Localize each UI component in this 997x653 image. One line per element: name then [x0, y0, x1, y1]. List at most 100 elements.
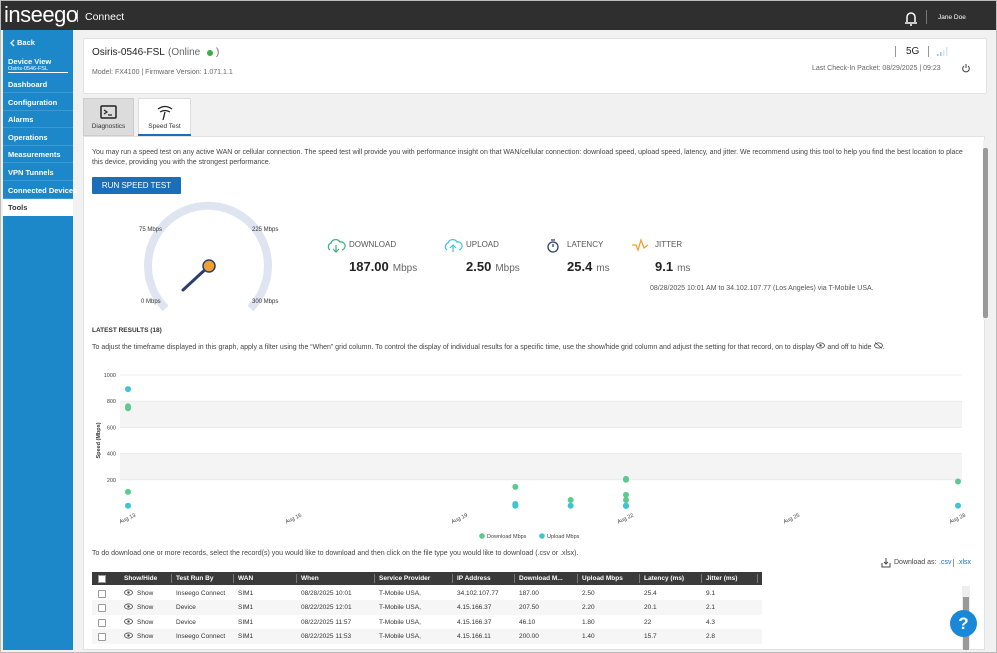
y-axis-title: Speed (Mbps) — [96, 422, 102, 458]
table-cell: SIM1 — [238, 618, 254, 626]
unit: ms — [596, 263, 610, 274]
table-row — [92, 600, 762, 615]
table-cell[interactable]: Show — [137, 618, 154, 626]
nav-item[interactable]: Dashboard — [3, 76, 73, 93]
table-cell: 08/28/2025 10:01 — [301, 590, 352, 597]
nav-item[interactable]: Operations — [3, 129, 73, 146]
download-file-icon[interactable] — [881, 558, 891, 568]
download-as: Download as: — [894, 559, 937, 566]
scroll-thumb[interactable] — [983, 148, 988, 318]
checkbox[interactable] — [98, 590, 106, 598]
data-point — [623, 491, 629, 498]
unit: Mbps — [392, 263, 418, 274]
eye-icon[interactable] — [124, 618, 133, 625]
online-dot — [207, 50, 213, 56]
table-cell: 08/22/2025 11:53 — [301, 633, 352, 641]
tab[interactable] — [83, 98, 134, 136]
column-divider — [514, 574, 515, 583]
data-point — [125, 502, 131, 509]
table-cell[interactable]: Show — [137, 590, 154, 597]
bell-icon[interactable] — [905, 12, 917, 26]
metric-value: 25.4 ms — [567, 258, 610, 276]
device-view: Device View — [8, 57, 52, 66]
nav-item[interactable]: Configuration — [3, 94, 73, 111]
table-cell: SIM1 — [238, 633, 254, 641]
data-point — [955, 502, 961, 509]
table-cell: 2.50 — [582, 590, 595, 597]
column-header[interactable]: WAN — [238, 575, 254, 582]
data-point — [567, 502, 574, 509]
checkbox[interactable] — [98, 575, 106, 583]
column-header[interactable]: Upload Mbps — [582, 575, 623, 582]
jitter-icon — [632, 237, 649, 252]
column-header[interactable]: Latency (ms) — [644, 575, 685, 582]
eye-icon[interactable] — [124, 603, 133, 610]
results-table: Show/Hide Test Run By WAN When Service Provi… — [92, 572, 962, 650]
run-button[interactable]: RUN SPEED TEST — [92, 177, 181, 194]
table-cell: T-Mobile USA, — [379, 618, 421, 626]
gauge-label: 300 Mbps — [252, 299, 279, 305]
gauge-label: 0 Mbps — [141, 299, 161, 305]
data-point — [125, 488, 131, 495]
nav-item[interactable]: VPN Tunnels — [3, 164, 73, 181]
value: 9.1 — [655, 259, 674, 274]
table-cell: Device — [176, 604, 196, 612]
tab-label[interactable]: Diagnostics — [91, 123, 126, 130]
data-point — [623, 496, 629, 503]
table-row — [92, 586, 762, 601]
text: and off to hide — [827, 344, 872, 351]
eye-outline — [124, 589, 133, 596]
column-header[interactable]: IP Address — [457, 575, 491, 582]
column-header[interactable]: Show/Hide — [124, 575, 158, 582]
column-header[interactable]: When — [301, 575, 319, 582]
eye-icon — [816, 342, 826, 349]
back-icon[interactable] — [10, 39, 15, 47]
separator — [926, 10, 927, 24]
table-cell: 1.80 — [582, 618, 595, 626]
separator — [895, 46, 896, 57]
column-header[interactable]: Jitter (ms) — [706, 575, 738, 582]
nav-item[interactable]: Alarms — [3, 111, 73, 129]
checkbox[interactable] — [98, 604, 106, 613]
eye-off-icon — [873, 342, 883, 349]
download-csv[interactable]: .csv — [939, 559, 952, 566]
eye-icon[interactable] — [124, 589, 133, 596]
eye-icon[interactable] — [124, 632, 133, 639]
column-header[interactable]: Download M... — [519, 575, 563, 582]
table-cell[interactable]: Show — [137, 604, 154, 612]
product: Connect — [85, 11, 125, 23]
table-cell: T-Mobile USA, — [379, 633, 421, 641]
table-cell[interactable]: Show — [137, 633, 154, 641]
check-in: Last Check-In Packet: 08/29/2025 | 09:23 — [812, 65, 941, 72]
data-point — [125, 403, 131, 410]
table-cell: 9.1 — [706, 590, 716, 597]
nav-item[interactable]: Tools — [3, 199, 73, 217]
nav-item[interactable]: Measurements — [3, 146, 73, 164]
eye-outline — [124, 632, 133, 639]
help-button[interactable]: ? — [950, 610, 977, 637]
back-link[interactable]: Back — [17, 38, 35, 47]
y-tick-label: 1000 — [104, 373, 116, 379]
table-cell: Inseego Connect — [176, 590, 226, 597]
column-divider — [296, 574, 297, 583]
column-header[interactable]: Service Provider — [379, 575, 431, 582]
power-icon[interactable] — [962, 64, 970, 73]
table-cell: 4.15.166.37 — [457, 618, 492, 626]
table-cell: 187.00 — [519, 590, 539, 597]
column-header[interactable]: Test Run By — [176, 575, 214, 582]
brand[interactable]: inseego — [4, 2, 78, 27]
download-xlsx[interactable]: .xlsx — [957, 559, 971, 566]
x-tick-label: Aug 28 — [948, 513, 966, 526]
user-menu[interactable]: Jane Doe — [938, 14, 966, 21]
device-status: ) — [216, 47, 220, 58]
legend-marker — [479, 533, 485, 539]
table-row — [92, 614, 762, 630]
grid-band — [120, 453, 962, 480]
nav-item[interactable]: Connected Devices — [3, 182, 77, 199]
tab-label[interactable]: Speed Test — [148, 123, 181, 130]
metric-label: UPLOAD — [466, 240, 499, 249]
device-status: (Online — [168, 47, 201, 58]
table-cell: 22 — [644, 618, 652, 626]
checkbox[interactable] — [98, 633, 106, 642]
checkbox[interactable] — [98, 618, 106, 627]
